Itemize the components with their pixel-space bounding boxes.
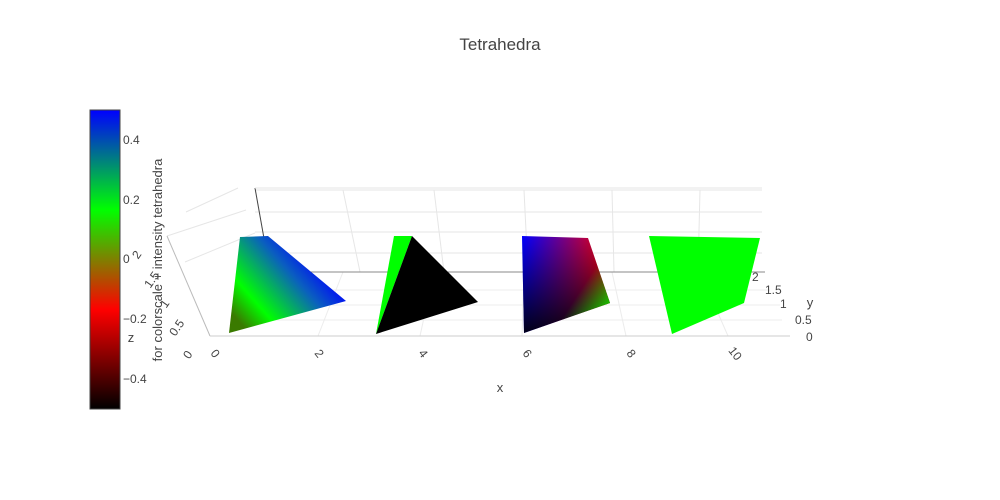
colorbar-title: for colorscale + intensity tetrahedra (150, 158, 165, 361)
x-axis-ticks: 0 2 4 6 8 10 (208, 344, 745, 363)
colorbar-ticks: 0.4 0.2 0 −0.2 −0.4 (123, 133, 147, 386)
x-tick-label: 4 (416, 347, 431, 361)
tetrahedron-1 (229, 236, 346, 333)
colorbar-tick-label: −0.2 (123, 312, 147, 326)
y-tick-label: 0.5 (795, 313, 812, 327)
tetrahedron-4 (649, 236, 760, 334)
chart-title: Tetrahedra (459, 35, 541, 54)
x-tick-label: 10 (726, 344, 745, 363)
colorbar: 0.4 0.2 0 −0.2 −0.4 for colorscale + intensi… (89, 109, 165, 410)
x-tick-label: 0 (208, 347, 223, 361)
colorbar-tick-label: 0.4 (123, 133, 140, 147)
y-tick-label: 2 (752, 270, 759, 284)
side-edge (166, 235, 211, 337)
mesh-group (229, 236, 760, 334)
tetrahedron-2-face-black (376, 236, 478, 334)
y-tick-label: 1.5 (765, 283, 782, 297)
grid-line (342, 189, 361, 273)
x-tick-label: 2 (312, 347, 327, 361)
x-tick-label: 6 (520, 347, 535, 361)
z-axis-title: z (128, 330, 135, 345)
colorbar-tick-label: 0.2 (123, 193, 140, 207)
x-tick-label: 8 (624, 347, 639, 361)
z-tick-label: 2 (129, 248, 144, 262)
colorbar-tick-label: 0 (123, 252, 130, 266)
tetrahedron-3-green-vertex (522, 236, 610, 333)
x-axis-title: x (497, 380, 504, 395)
y-tick-label: 0 (806, 330, 813, 344)
colorbar-tick-label: −0.4 (123, 372, 147, 386)
y-axis-ticks: 0 0.5 11.5 2 (752, 270, 813, 344)
grid-line (433, 189, 445, 273)
y-axis-title: y (807, 295, 814, 310)
z-tick-label: 0.5 (166, 317, 187, 339)
grid-line (611, 271, 627, 337)
z-tick-label: 0 (180, 348, 195, 362)
grid-line (166, 209, 247, 237)
grid-line (185, 187, 239, 213)
colorbar-gradient (89, 109, 121, 410)
grid-line (611, 189, 615, 273)
y-tick-label: 1 (780, 297, 787, 311)
